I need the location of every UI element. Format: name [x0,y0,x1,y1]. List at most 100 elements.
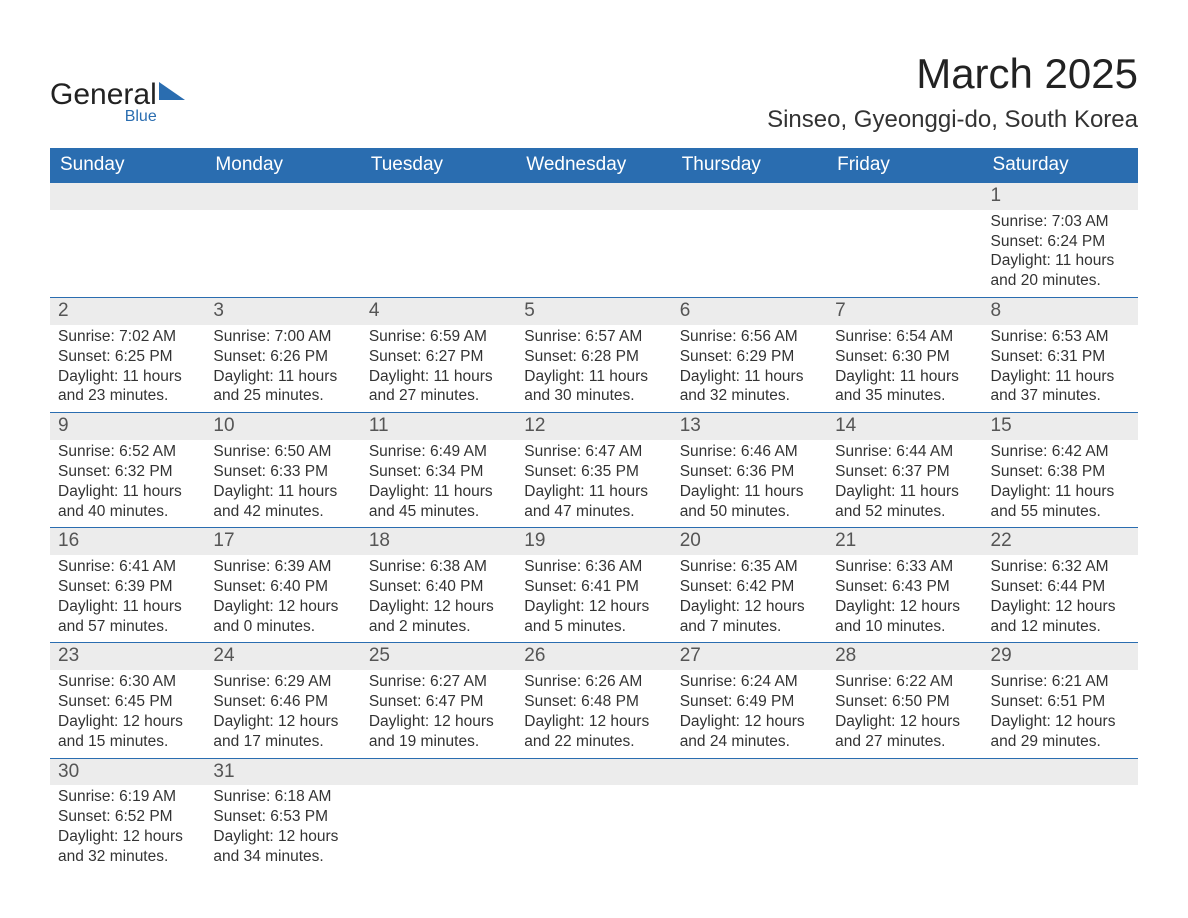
sunrise-line: Sunrise: 6:26 AM [524,672,663,692]
empty-daynum [205,183,360,210]
location-subtitle: Sinseo, Gyeonggi-do, South Korea [767,106,1138,134]
empty-cell [983,785,1138,872]
week-daynum-row: 9101112131415 [50,413,1138,440]
daylight-line: Daylight: 11 hours and 55 minutes. [991,482,1130,522]
sunset-line: Sunset: 6:53 PM [213,807,352,827]
week-details-row: Sunrise: 6:19 AMSunset: 6:52 PMDaylight:… [50,785,1138,872]
empty-cell [361,210,516,298]
daylight-line: Daylight: 11 hours and 45 minutes. [369,482,508,522]
day-number: 31 [205,759,360,786]
day-cell: Sunrise: 6:29 AMSunset: 6:46 PMDaylight:… [205,670,360,758]
sunrise-line: Sunrise: 6:32 AM [991,557,1130,577]
empty-daynum [50,183,205,210]
weekday-header-row: SundayMondayTuesdayWednesdayThursdayFrid… [50,148,1138,183]
week-daynum-row: 3031 [50,758,1138,785]
sunrise-line: Sunrise: 6:39 AM [213,557,352,577]
sunset-line: Sunset: 6:28 PM [524,347,663,367]
sunrise-line: Sunrise: 6:53 AM [991,327,1130,347]
sunset-line: Sunset: 6:29 PM [680,347,819,367]
day-cell: Sunrise: 6:26 AMSunset: 6:48 PMDaylight:… [516,670,671,758]
empty-cell [672,785,827,872]
day-cell: Sunrise: 6:46 AMSunset: 6:36 PMDaylight:… [672,440,827,528]
day-number: 4 [361,298,516,325]
day-number: 15 [983,413,1138,440]
sunrise-line: Sunrise: 6:42 AM [991,442,1130,462]
day-cell: Sunrise: 6:56 AMSunset: 6:29 PMDaylight:… [672,325,827,413]
empty-cell [205,210,360,298]
daylight-line: Daylight: 12 hours and 19 minutes. [369,712,508,752]
sunset-line: Sunset: 6:38 PM [991,462,1130,482]
daylight-line: Daylight: 11 hours and 47 minutes. [524,482,663,522]
day-number: 19 [516,528,671,555]
empty-daynum [827,183,982,210]
sunset-line: Sunset: 6:50 PM [835,692,974,712]
daylight-line: Daylight: 11 hours and 40 minutes. [58,482,197,522]
daylight-line: Daylight: 12 hours and 34 minutes. [213,827,352,867]
sunrise-line: Sunrise: 6:46 AM [680,442,819,462]
day-cell: Sunrise: 6:21 AMSunset: 6:51 PMDaylight:… [983,670,1138,758]
sunset-line: Sunset: 6:30 PM [835,347,974,367]
day-number: 29 [983,643,1138,670]
day-cell: Sunrise: 6:50 AMSunset: 6:33 PMDaylight:… [205,440,360,528]
day-cell: Sunrise: 6:44 AMSunset: 6:37 PMDaylight:… [827,440,982,528]
sunrise-line: Sunrise: 6:36 AM [524,557,663,577]
weekday-header: Tuesday [361,148,516,183]
brand-name-1: General [50,78,157,111]
day-cell: Sunrise: 6:18 AMSunset: 6:53 PMDaylight:… [205,785,360,872]
empty-daynum [672,183,827,210]
day-cell: Sunrise: 6:33 AMSunset: 6:43 PMDaylight:… [827,555,982,643]
sunrise-line: Sunrise: 6:49 AM [369,442,508,462]
sunrise-line: Sunrise: 6:21 AM [991,672,1130,692]
day-number: 28 [827,643,982,670]
day-number: 16 [50,528,205,555]
empty-daynum [516,758,671,785]
day-number: 9 [50,413,205,440]
header-block: General Blue March 2025 Sinseo, Gyeonggi… [50,50,1138,134]
sunrise-line: Sunrise: 7:00 AM [213,327,352,347]
weekday-header: Monday [205,148,360,183]
day-cell: Sunrise: 6:22 AMSunset: 6:50 PMDaylight:… [827,670,982,758]
empty-daynum [983,758,1138,785]
daylight-line: Daylight: 11 hours and 35 minutes. [835,367,974,407]
daylight-line: Daylight: 12 hours and 32 minutes. [58,827,197,867]
sunset-line: Sunset: 6:40 PM [369,577,508,597]
sunrise-line: Sunrise: 6:54 AM [835,327,974,347]
day-cell: Sunrise: 6:27 AMSunset: 6:47 PMDaylight:… [361,670,516,758]
day-number: 3 [205,298,360,325]
day-cell: Sunrise: 6:39 AMSunset: 6:40 PMDaylight:… [205,555,360,643]
sunrise-line: Sunrise: 7:03 AM [991,212,1130,232]
sunset-line: Sunset: 6:26 PM [213,347,352,367]
day-cell: Sunrise: 6:36 AMSunset: 6:41 PMDaylight:… [516,555,671,643]
sunset-line: Sunset: 6:37 PM [835,462,974,482]
empty-daynum [516,183,671,210]
sunset-line: Sunset: 6:35 PM [524,462,663,482]
day-cell: Sunrise: 6:30 AMSunset: 6:45 PMDaylight:… [50,670,205,758]
day-number: 17 [205,528,360,555]
brand-logo: General Blue [50,50,157,126]
daylight-line: Daylight: 11 hours and 42 minutes. [213,482,352,522]
daylight-line: Daylight: 11 hours and 52 minutes. [835,482,974,522]
day-number: 21 [827,528,982,555]
week-details-row: Sunrise: 7:03 AMSunset: 6:24 PMDaylight:… [50,210,1138,298]
weekday-header: Wednesday [516,148,671,183]
day-number: 6 [672,298,827,325]
day-cell: Sunrise: 6:52 AMSunset: 6:32 PMDaylight:… [50,440,205,528]
daylight-line: Daylight: 12 hours and 17 minutes. [213,712,352,752]
sunrise-line: Sunrise: 6:41 AM [58,557,197,577]
daylight-line: Daylight: 12 hours and 10 minutes. [835,597,974,637]
empty-cell [827,210,982,298]
weekday-header: Friday [827,148,982,183]
daylight-line: Daylight: 12 hours and 29 minutes. [991,712,1130,752]
day-cell: Sunrise: 6:32 AMSunset: 6:44 PMDaylight:… [983,555,1138,643]
sunset-line: Sunset: 6:39 PM [58,577,197,597]
day-number: 22 [983,528,1138,555]
day-number: 8 [983,298,1138,325]
weekday-header: Saturday [983,148,1138,183]
day-number: 23 [50,643,205,670]
sunset-line: Sunset: 6:31 PM [991,347,1130,367]
empty-cell [361,785,516,872]
day-cell: Sunrise: 6:41 AMSunset: 6:39 PMDaylight:… [50,555,205,643]
sunset-line: Sunset: 6:27 PM [369,347,508,367]
day-number: 20 [672,528,827,555]
sunrise-line: Sunrise: 6:22 AM [835,672,974,692]
